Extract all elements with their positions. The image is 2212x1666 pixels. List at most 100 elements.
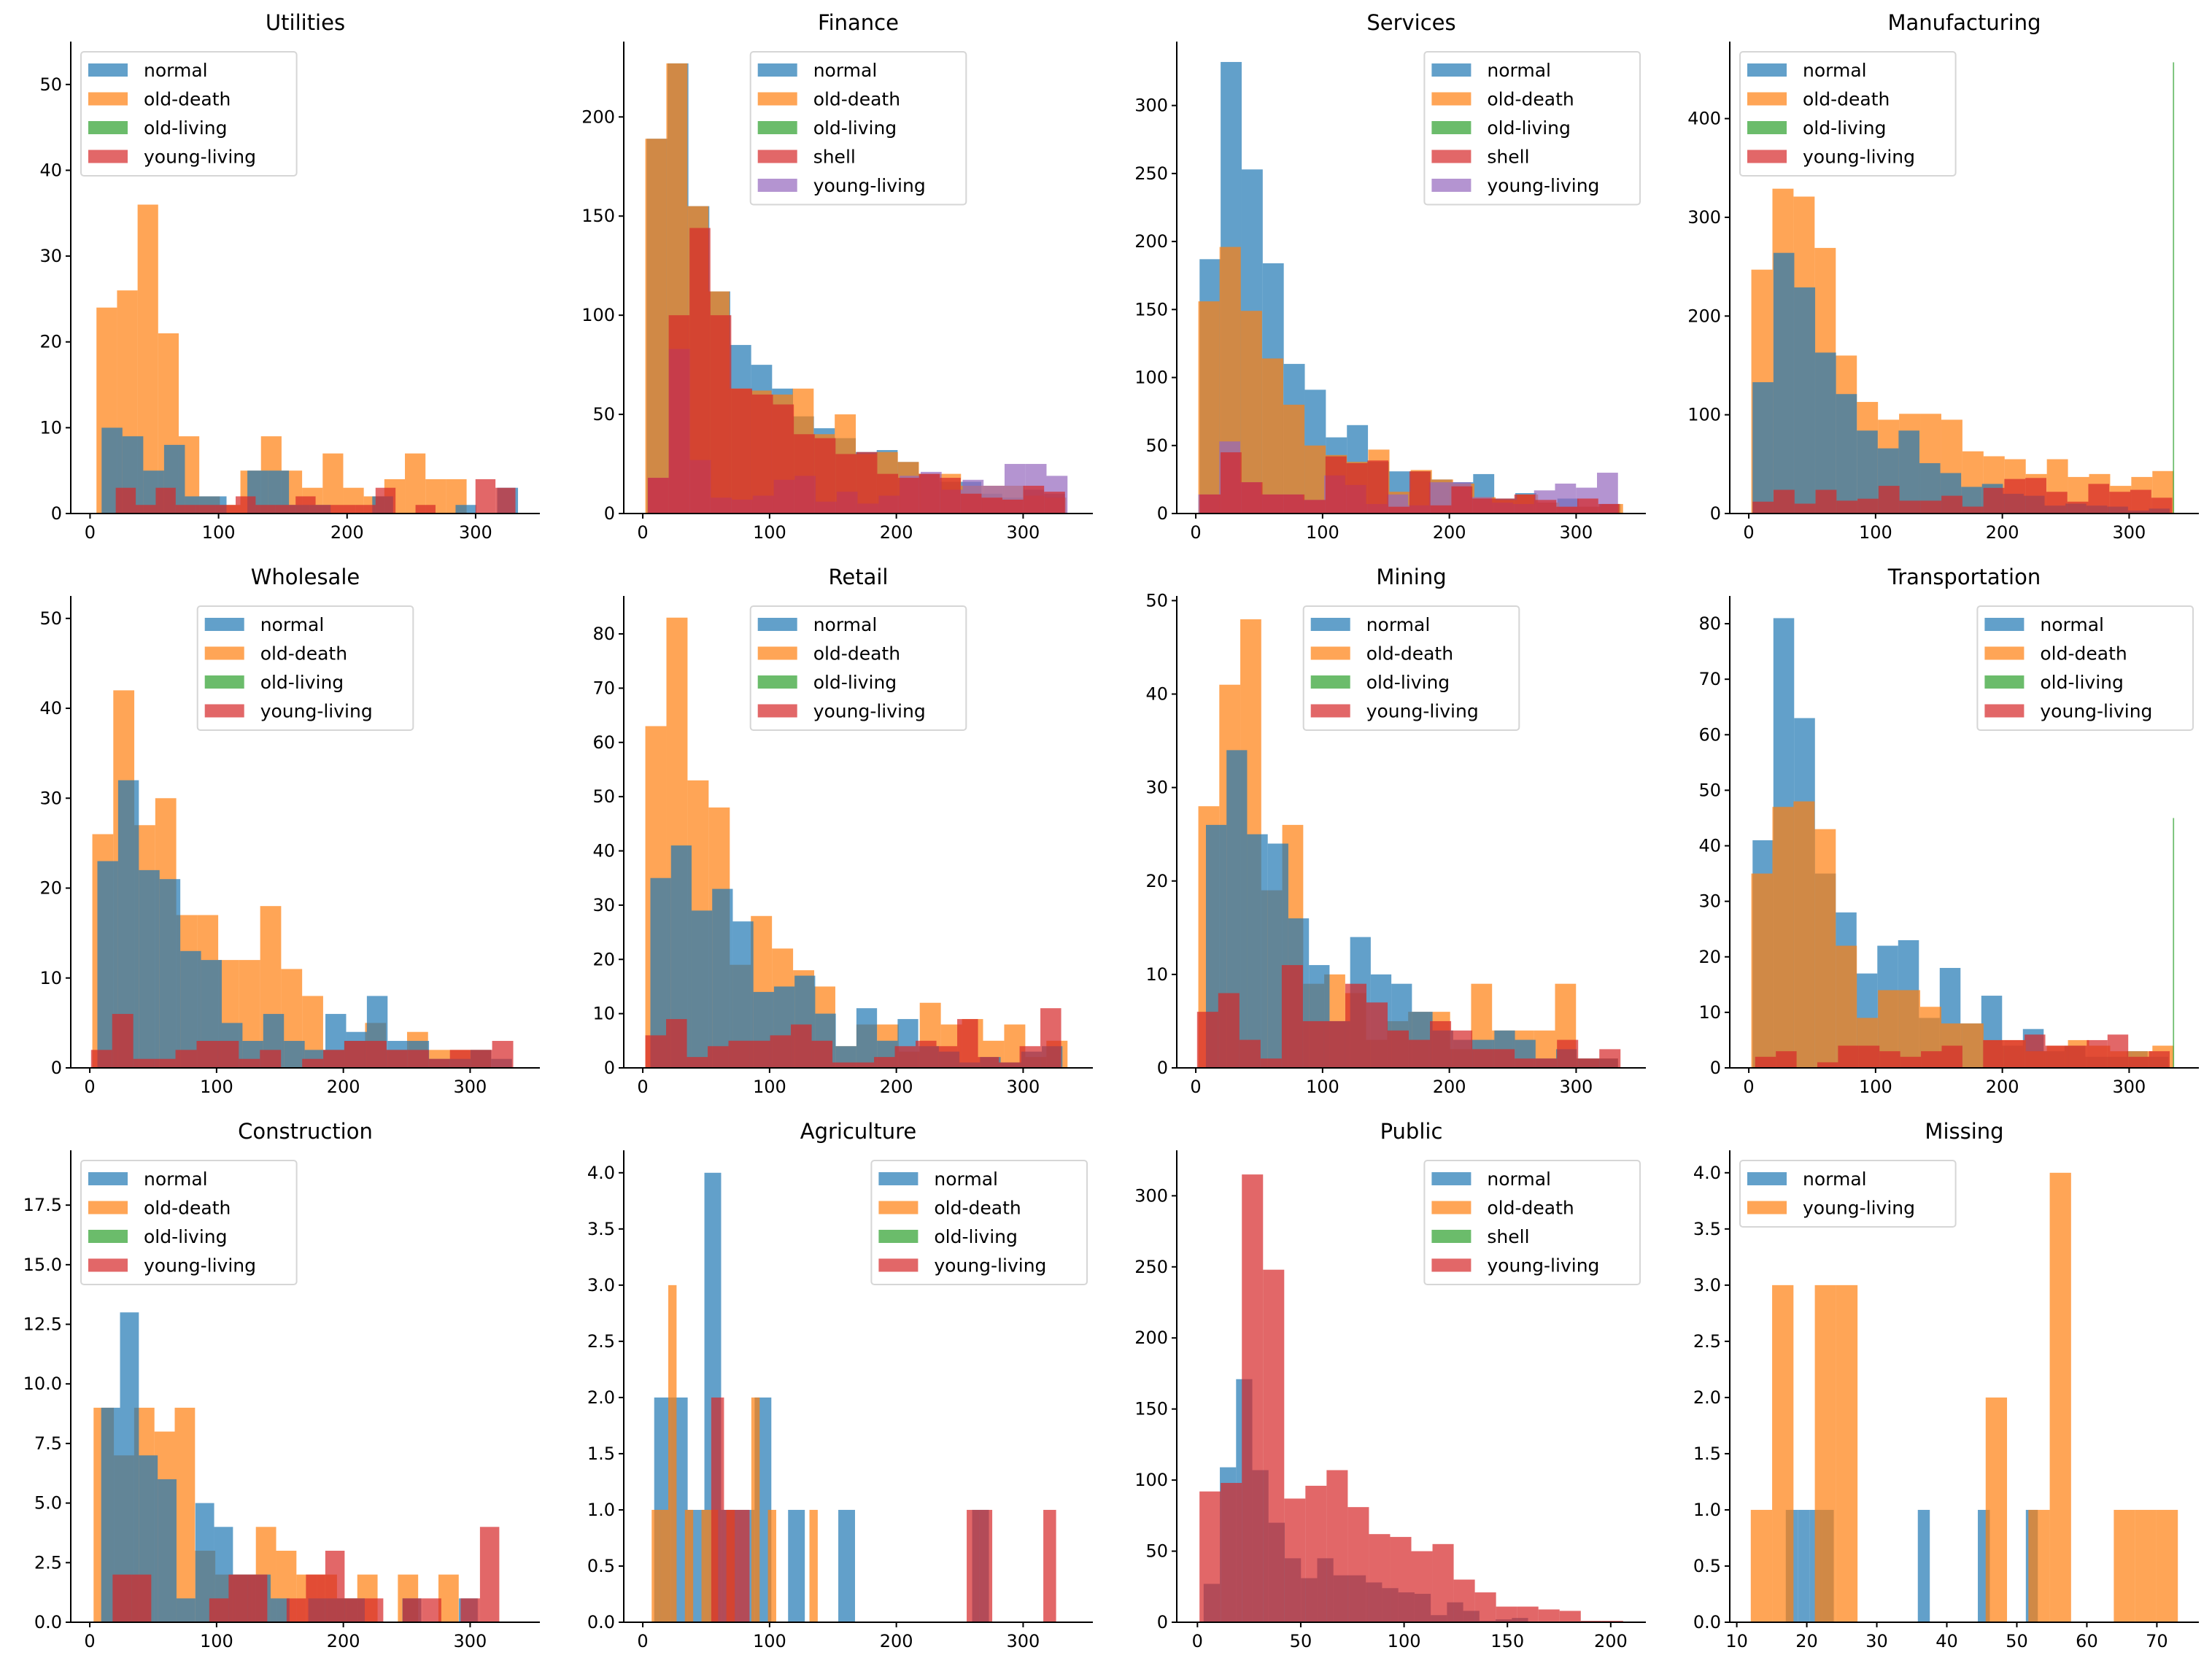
bar-young-living bbox=[355, 505, 376, 514]
x-tick-label: 100 bbox=[753, 1631, 786, 1651]
bar-young-living bbox=[1323, 1020, 1345, 1068]
legend-frame bbox=[1739, 51, 1957, 177]
histogram-bars bbox=[1198, 61, 1623, 514]
x-tick-label: 100 bbox=[1859, 522, 1892, 543]
bar-young-living bbox=[2004, 479, 2026, 514]
y-tick-label: 4.0 bbox=[1693, 1163, 1721, 1183]
legend-label: old-living bbox=[144, 1226, 227, 1247]
bar-young-living bbox=[711, 1397, 724, 1622]
subplot-manufacturing: Manufacturing 0 100 200 300 0 100 200 300 400 norm… bbox=[1687, 10, 2199, 543]
bar-young-living bbox=[344, 1598, 364, 1622]
legend-label: normal bbox=[1487, 60, 1551, 81]
legend-swatch-old-living bbox=[204, 675, 244, 689]
bar-young-living bbox=[115, 487, 136, 514]
legend-swatch-old-death bbox=[88, 92, 128, 106]
y-tick-label: 12.5 bbox=[23, 1314, 62, 1335]
legend-swatch-normal bbox=[757, 618, 797, 631]
bar-shell bbox=[751, 394, 773, 514]
subplot-title: Retail bbox=[829, 565, 889, 589]
bar-young-living bbox=[645, 1035, 667, 1068]
bar-shell bbox=[794, 434, 815, 514]
bar-young-living bbox=[1218, 993, 1240, 1068]
bar-old-living bbox=[2173, 62, 2175, 514]
bar-old-death bbox=[809, 1509, 818, 1622]
bar-shell bbox=[1002, 499, 1024, 514]
legend-swatch-normal bbox=[204, 618, 244, 631]
bar-young-living bbox=[1432, 1543, 1454, 1622]
legend-label: normal bbox=[813, 60, 878, 81]
subplot-title: Utilities bbox=[266, 10, 345, 35]
subplot-services: Services 0 100 200 300 0 50 100 150 200 250 300 norm… bbox=[1134, 10, 1646, 543]
bar-young-living bbox=[344, 1041, 366, 1068]
bar-young-living bbox=[967, 1509, 980, 1622]
subplot-title: Public bbox=[1380, 1119, 1443, 1144]
legend-swatch-young-living bbox=[1431, 179, 1472, 192]
bar-young-living bbox=[275, 505, 296, 514]
x-tick-label: 100 bbox=[202, 522, 236, 543]
bar-young-living bbox=[1326, 1470, 1348, 1622]
subplot-title: Services bbox=[1366, 10, 1455, 35]
bar-old-death bbox=[645, 139, 667, 514]
legend: normal old-death old-living young-living bbox=[1302, 605, 1520, 731]
bar-young-living bbox=[196, 1041, 218, 1068]
legend-swatch-normal bbox=[1310, 618, 1350, 631]
bar-young-living bbox=[475, 479, 496, 514]
legend-swatch-old-death bbox=[88, 1201, 128, 1214]
bar-young-living bbox=[2130, 489, 2151, 514]
bar-young-living bbox=[1388, 1030, 1409, 1068]
bar-old-living bbox=[2173, 818, 2175, 1068]
bar-young-living bbox=[1836, 1285, 1858, 1622]
legend-frame bbox=[1976, 605, 2194, 731]
legend-swatch-old-living bbox=[1747, 121, 1787, 134]
legend-swatch-old-death bbox=[1984, 646, 2025, 660]
y-tick-label: 3.5 bbox=[587, 1219, 615, 1239]
bar-young-living bbox=[247, 1574, 268, 1622]
legend-swatch-normal bbox=[1431, 1172, 1472, 1185]
legend-frame bbox=[749, 605, 967, 731]
legend-label: normal bbox=[1366, 614, 1431, 635]
y-tick-label: 40 bbox=[592, 841, 615, 861]
bar-young-living bbox=[236, 496, 256, 514]
y-tick-label: 70 bbox=[592, 678, 615, 698]
bar-young-living bbox=[811, 1040, 833, 1068]
legend-label: old-death bbox=[934, 1198, 1021, 1219]
legend-swatch-young-living bbox=[88, 150, 128, 163]
subplot-title: Construction bbox=[238, 1119, 373, 1144]
bar-young-living bbox=[1242, 1174, 1264, 1622]
legend-label: old-death bbox=[1487, 89, 1574, 110]
x-tick-label: 0 bbox=[1743, 1077, 1754, 1097]
bar-young-living bbox=[2025, 478, 2046, 514]
bar-young-living bbox=[1900, 1056, 1922, 1068]
subplot-finance: Finance 0 100 200 300 0 50 100 150 200 normal old-d… bbox=[581, 10, 1093, 543]
bar-young-living bbox=[1260, 1058, 1282, 1068]
bar-normal bbox=[1794, 287, 1816, 514]
subplot-mining: Mining 0 100 200 300 0 10 20 30 40 50 normal old-dea… bbox=[1145, 565, 1646, 1097]
legend: normal old-death old-living shell young-livi… bbox=[749, 51, 967, 206]
x-tick-label: 0 bbox=[84, 1631, 95, 1651]
x-tick-label: 200 bbox=[1986, 522, 2019, 543]
bar-old-death bbox=[322, 453, 344, 514]
legend-swatch-normal bbox=[878, 1172, 919, 1185]
bar-young-living bbox=[1814, 1285, 1836, 1622]
bar-normal bbox=[159, 879, 181, 1068]
bar-shell bbox=[1535, 500, 1557, 514]
bar-young-living bbox=[471, 1050, 492, 1068]
legend-label: young-living bbox=[813, 701, 926, 722]
bar-young-living bbox=[2151, 497, 2173, 514]
bar-young-living bbox=[1496, 1606, 1517, 1622]
bar-young-living bbox=[2156, 1509, 2178, 1622]
bar-young-living bbox=[1921, 1051, 1942, 1068]
bar-young-living bbox=[736, 1509, 750, 1622]
legend: normal old-death old-living young-living bbox=[80, 1160, 298, 1285]
bar-young-living bbox=[306, 1574, 325, 1622]
legend-swatch-old-living bbox=[88, 121, 128, 134]
y-tick-label: 40 bbox=[39, 698, 62, 718]
bar-young-living bbox=[1369, 1534, 1391, 1622]
bar-young-living bbox=[1599, 1049, 1621, 1068]
bar-young-living bbox=[978, 1057, 999, 1068]
bar-young-living bbox=[2067, 501, 2089, 514]
bar-young-living bbox=[1472, 1049, 1494, 1068]
y-tick-label: 0 bbox=[604, 503, 615, 524]
legend-label: young-living bbox=[1803, 1198, 1915, 1219]
subplot-title: Finance bbox=[818, 10, 899, 35]
